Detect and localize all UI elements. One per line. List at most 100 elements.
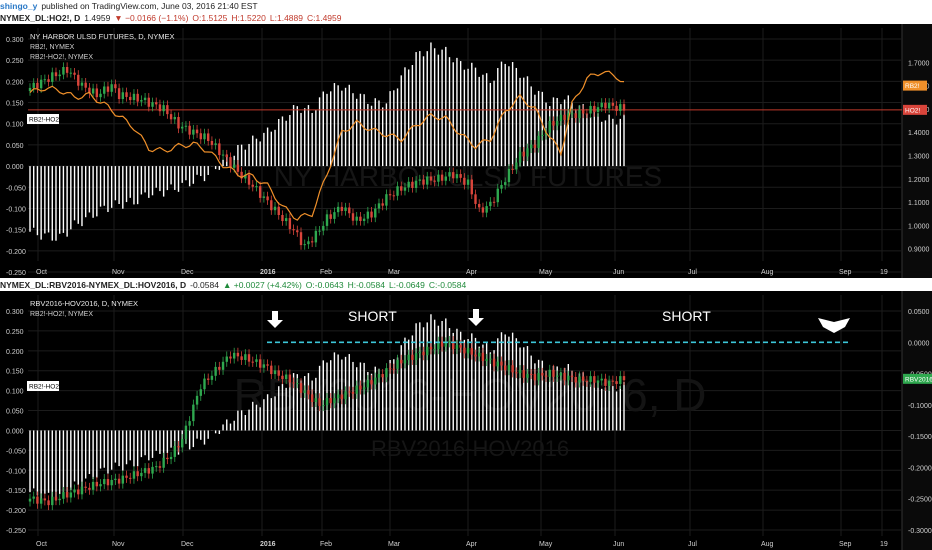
candle-body bbox=[32, 82, 35, 88]
author-name[interactable]: shingo_y bbox=[0, 1, 38, 11]
open: O:1.5125 bbox=[192, 13, 228, 23]
candle-body bbox=[266, 364, 269, 366]
left-tick-label: 0.150 bbox=[6, 369, 24, 376]
top-chart-panel[interactable]: 0.300 0.250 0.200 0.150 0.100 0.050 0.000 -0.05… bbox=[0, 24, 932, 278]
candle-body bbox=[214, 143, 217, 145]
candle-body bbox=[80, 82, 84, 86]
left-tick-label: 0.200 bbox=[6, 349, 24, 356]
bottom-legend-bar: NYMEX_DL:RBV2016-NYMEX_DL:HOV2016, D -0.0… bbox=[0, 279, 932, 291]
candle-body bbox=[585, 113, 589, 115]
candle-body bbox=[400, 186, 403, 191]
candle-body bbox=[318, 398, 321, 407]
candle-body bbox=[91, 88, 95, 94]
published-text: published on TradingView.com, June 03, 2… bbox=[41, 1, 258, 11]
candle-body bbox=[43, 79, 47, 81]
candle-body bbox=[336, 206, 340, 213]
x-tick-label: Jul bbox=[688, 269, 697, 276]
candle-body bbox=[496, 361, 499, 367]
candle-body bbox=[574, 376, 577, 383]
right-tick-label: 1.0000 bbox=[908, 223, 930, 230]
candle-body bbox=[88, 487, 91, 490]
candle-body bbox=[607, 102, 611, 109]
candle-body bbox=[492, 201, 496, 203]
candle-body bbox=[65, 67, 69, 73]
candle-body bbox=[403, 360, 407, 364]
candle-body bbox=[611, 102, 615, 106]
candle-body bbox=[541, 134, 544, 136]
candle-body bbox=[158, 104, 162, 112]
change: ▲ +0.0027 (+4.42%) bbox=[222, 280, 302, 290]
x-tick-label: Aug bbox=[761, 541, 774, 548]
candle-body bbox=[333, 212, 336, 219]
candle-body bbox=[199, 389, 202, 396]
candle-body bbox=[244, 174, 247, 179]
candle-body bbox=[247, 354, 251, 362]
right-tick-label: -0.1000 bbox=[908, 403, 932, 410]
candle-body bbox=[362, 387, 366, 390]
candle-body bbox=[32, 496, 35, 499]
candle-body bbox=[95, 88, 99, 98]
candle-body bbox=[110, 479, 113, 486]
candle-body bbox=[221, 361, 225, 370]
candle-body bbox=[559, 114, 563, 122]
candle-body bbox=[437, 341, 440, 350]
left-tick-label: 0.050 bbox=[6, 409, 24, 416]
candle-body bbox=[207, 133, 210, 141]
candle-body bbox=[284, 374, 288, 380]
candle-body bbox=[526, 148, 529, 157]
candle-body bbox=[452, 341, 455, 350]
candle-body bbox=[288, 374, 292, 383]
price-badge-label: HO2! bbox=[905, 107, 920, 114]
candle-body bbox=[84, 486, 87, 488]
candle-body bbox=[515, 372, 518, 374]
left-tick-label: -0.100 bbox=[6, 206, 26, 213]
candle-body bbox=[600, 378, 603, 381]
candle-body bbox=[336, 394, 340, 399]
candle-body bbox=[552, 121, 555, 126]
candle-body bbox=[418, 351, 422, 354]
x-tick-label: Feb bbox=[320, 541, 332, 548]
candle-body bbox=[62, 491, 65, 499]
candle-body bbox=[466, 348, 470, 354]
candle-body bbox=[385, 368, 388, 378]
candle-body bbox=[362, 218, 366, 221]
candle-body bbox=[619, 104, 622, 111]
candle-body bbox=[478, 352, 481, 357]
candle-body bbox=[162, 105, 165, 112]
candle-body bbox=[429, 176, 433, 181]
right-tick-label: -0.1500 bbox=[908, 434, 932, 441]
candle-body bbox=[329, 214, 332, 219]
candle-body bbox=[143, 97, 147, 101]
candle-body bbox=[292, 229, 295, 231]
symbol: NYMEX_DL:RBV2016-NYMEX_DL:HOV2016, D bbox=[0, 280, 187, 290]
left-tick-label: 0.250 bbox=[6, 58, 24, 65]
top-chart-svg[interactable]: 0.300 0.250 0.200 0.150 0.100 0.050 0.000 -0.05… bbox=[0, 24, 932, 278]
left-tick-label: -0.150 bbox=[6, 488, 26, 495]
candle-body bbox=[262, 364, 266, 368]
bottom-chart-svg[interactable]: 0.300 0.250 0.200 0.150 0.100 0.050 0.000 -0.05… bbox=[0, 291, 932, 550]
candle-body bbox=[106, 479, 110, 486]
candle-body bbox=[489, 358, 492, 360]
symbol: NYMEX_DL:HO2!, D bbox=[0, 13, 81, 23]
candle-body bbox=[73, 72, 76, 75]
x-tick-label: Jun bbox=[613, 269, 624, 276]
candle-body bbox=[593, 105, 596, 113]
left-tick-label: -0.050 bbox=[6, 185, 26, 192]
candle-body bbox=[310, 394, 314, 402]
candle-body bbox=[426, 176, 429, 185]
candle-body bbox=[39, 498, 43, 504]
candle-body bbox=[615, 381, 618, 384]
open: O:-0.0643 bbox=[305, 280, 344, 290]
candle-body bbox=[574, 113, 577, 119]
candle-body bbox=[370, 211, 373, 218]
candle-body bbox=[604, 102, 607, 109]
candle-body bbox=[188, 125, 191, 135]
x-tick-label: Mar bbox=[388, 269, 401, 276]
bottom-chart-panel[interactable]: 0.300 0.250 0.200 0.150 0.100 0.050 0.000 -0.05… bbox=[0, 291, 932, 550]
last-price: -0.0584 bbox=[190, 280, 219, 290]
candle-body bbox=[596, 380, 600, 383]
candle-body bbox=[307, 390, 310, 395]
candle-body bbox=[411, 354, 414, 360]
candle-body bbox=[370, 380, 373, 385]
candle-body bbox=[288, 218, 292, 230]
